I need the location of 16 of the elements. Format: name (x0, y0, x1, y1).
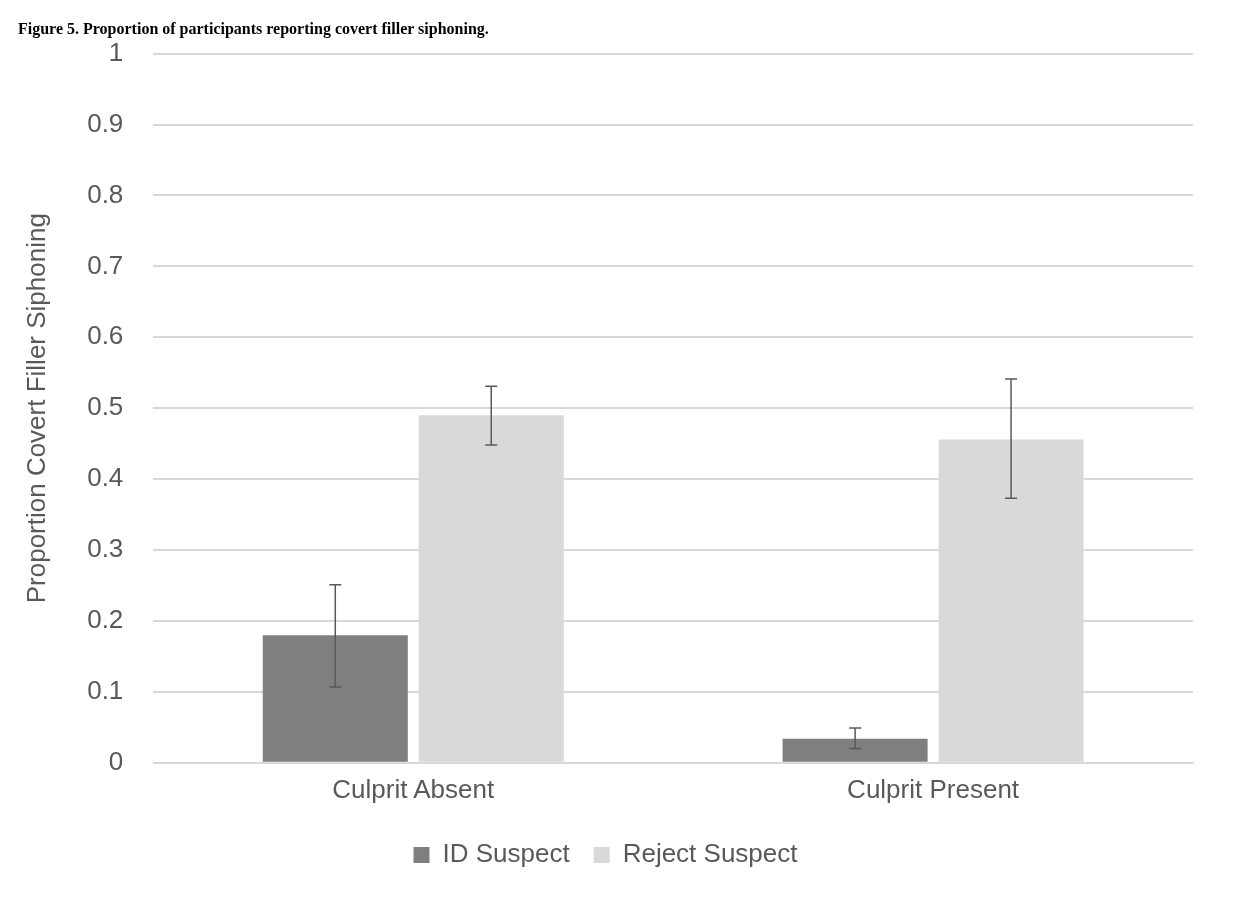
y-tick-label: 0.2 (87, 604, 124, 635)
y-tick-label: 0.7 (87, 249, 124, 280)
y-tick-label: 0.4 (87, 462, 124, 493)
chart-title: Figure 5. Proportion of participants reporting covert filler siphoning. (18, 20, 489, 39)
y-tick-label: 0 (108, 745, 124, 776)
y-tick-label: 0.3 (87, 533, 124, 564)
x-tick-label: Culprit Absent (332, 773, 495, 804)
y-tick-label: 0.6 (87, 320, 124, 351)
y-tick-label: 0.5 (87, 391, 124, 422)
y-axis-title: Proportion Covert Filler Siphoning (20, 213, 51, 604)
y-tick-label: 0.1 (87, 675, 124, 706)
y-tick-label: 0.8 (87, 178, 124, 209)
legend-label: ID Suspect (442, 838, 571, 869)
y-tick-label: 0.9 (87, 107, 124, 138)
legend-label: Reject Suspect (622, 838, 799, 869)
x-tick-label: Culprit Present (847, 773, 1020, 804)
